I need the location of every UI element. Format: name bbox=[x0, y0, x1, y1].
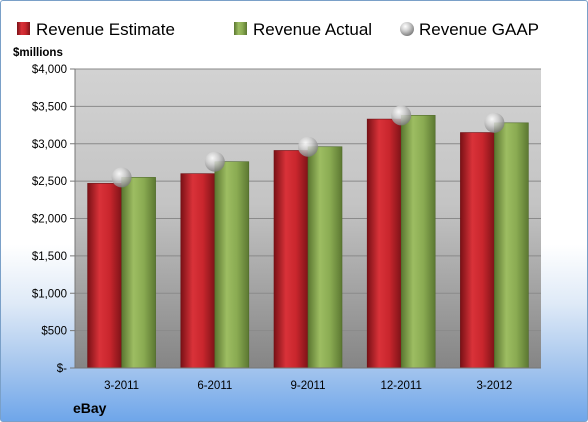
y-tick-label: $2,000 bbox=[32, 214, 67, 226]
legend-label: Revenue GAAP bbox=[419, 20, 539, 39]
bar-revenue-actual bbox=[494, 122, 529, 369]
x-tick-label: 9-2011 bbox=[291, 380, 326, 392]
y-axis-unit-label: $millions bbox=[13, 47, 63, 59]
legend: Revenue Estimate Revenue Actual Revenue GA… bbox=[17, 20, 539, 39]
y-tick-label: $4,000 bbox=[32, 64, 67, 76]
y-tick-label: $3,000 bbox=[32, 139, 67, 151]
x-tick-label: 3-2012 bbox=[476, 380, 512, 392]
bar-revenue-actual bbox=[400, 115, 436, 369]
y-tick-label: $3,500 bbox=[32, 101, 67, 113]
x-tick-label: 12-2011 bbox=[381, 380, 422, 392]
y-tick-label: $2,500 bbox=[32, 176, 67, 188]
y-tick-label: $1,000 bbox=[32, 288, 67, 300]
y-tick-label: $500 bbox=[41, 326, 67, 338]
legend-label: Revenue Estimate bbox=[36, 20, 175, 39]
marker-revenue-gaap bbox=[391, 105, 412, 126]
marker-revenue-gaap bbox=[484, 112, 505, 133]
y-tick-label: $- bbox=[57, 363, 67, 375]
y-axis: $- $500 $1,000 $1,500 $2,000 $2,500 $3,000 $3,5… bbox=[32, 64, 76, 375]
bar-revenue-actual bbox=[214, 161, 250, 369]
bar-revenue-estimate bbox=[366, 118, 402, 369]
marker-revenue-gaap bbox=[204, 151, 225, 172]
y-tick-label: $1,500 bbox=[32, 251, 67, 263]
bar-revenue-estimate bbox=[87, 183, 122, 369]
bar-revenue-estimate bbox=[460, 132, 495, 369]
bar-revenue-actual bbox=[307, 146, 343, 369]
gaap-markers bbox=[111, 105, 505, 188]
x-tick-label: 6-2011 bbox=[197, 380, 232, 392]
marker-revenue-gaap bbox=[298, 136, 318, 157]
legend-swatch-revenue-estimate bbox=[17, 22, 30, 35]
marker-revenue-gaap bbox=[111, 167, 132, 188]
legend-swatch-revenue-gaap bbox=[400, 22, 414, 36]
bar-revenue-actual bbox=[121, 177, 156, 369]
legend-label: Revenue Actual bbox=[253, 20, 372, 39]
bars bbox=[87, 115, 529, 369]
bar-revenue-estimate bbox=[180, 173, 216, 369]
legend-swatch-revenue-actual bbox=[234, 22, 247, 35]
company-name: eBay bbox=[73, 400, 107, 416]
x-axis: 3-2011 6-2011 9-2011 12-2011 3-2012 bbox=[104, 380, 512, 392]
x-tick-label: 3-2011 bbox=[104, 380, 139, 392]
bar-revenue-estimate bbox=[273, 150, 309, 369]
